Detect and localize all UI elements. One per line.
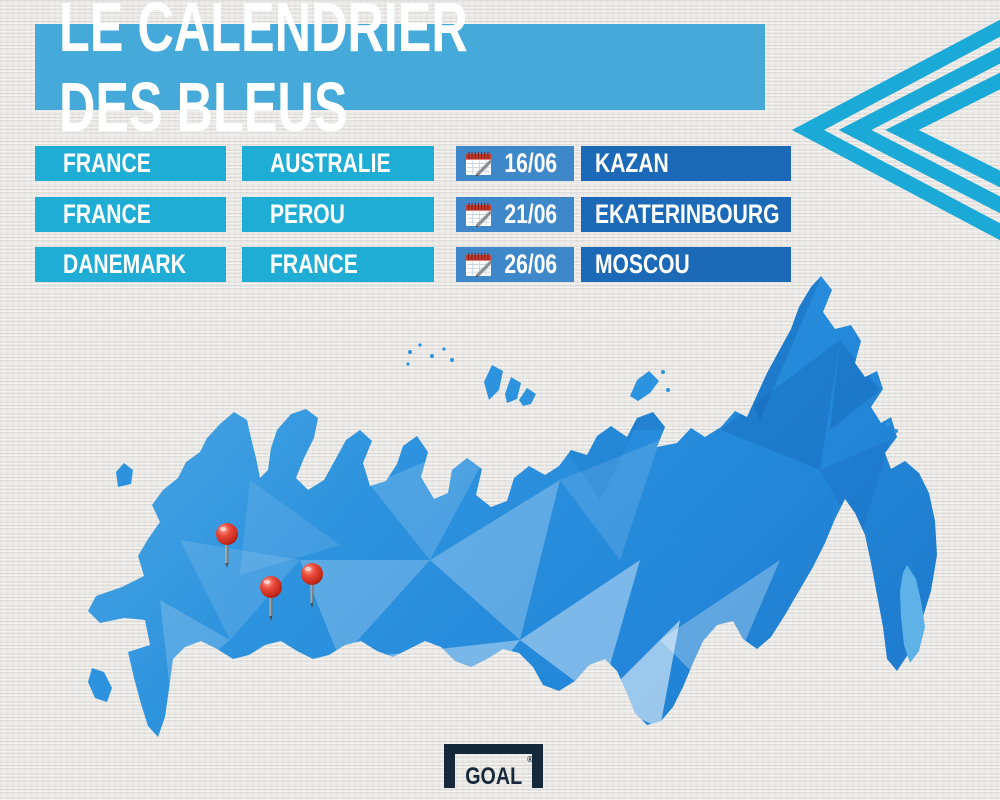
away-team-cell: AUSTRALIE [242,146,434,181]
calendar-icon [466,252,493,277]
calendar-icon [466,202,493,227]
date-cell: 26/06 [456,247,574,282]
away-team-cell: PEROU [242,197,434,232]
away-team-label: FRANCE [270,249,358,279]
home-team-cell: DANEMARK [35,247,226,282]
date-label: 26/06 [504,249,558,279]
away-team-cell: FRANCE [242,247,434,282]
date-cell: 16/06 [456,146,574,181]
title-banner: LE CALENDRIER DES BLEUS [35,0,765,146]
city-label: EKATERINBOURG [595,199,780,229]
city-cell: MOSCOU [581,247,791,282]
map-islands [88,343,925,702]
away-team-label: AUSTRALIE [270,148,391,178]
city-label: KAZAN [595,148,669,178]
goal-logo-text: GOAL [465,763,522,790]
map-pin-icon [216,523,238,568]
calendar-icon [466,151,493,176]
map-pin-icon [260,576,282,621]
goal-logo: GOAL ® [444,744,543,790]
chevron-arrows-icon [791,19,1000,241]
city-cell: EKATERINBOURG [581,197,791,232]
page-title: LE CALENDRIER DES BLEUS [59,0,468,146]
map-pin-icon [301,563,323,608]
russia-map [88,276,937,737]
home-team-cell: FRANCE [35,197,226,232]
home-team-label: FRANCE [63,199,151,229]
russia-mainland [88,276,937,737]
home-team-label: DANEMARK [63,249,186,279]
home-team-cell: FRANCE [35,146,226,181]
away-team-label: PEROU [270,199,345,229]
date-label: 16/06 [504,148,558,178]
date-label: 21/06 [504,199,558,229]
city-label: MOSCOU [595,249,690,279]
home-team-label: FRANCE [63,148,151,178]
city-cell: KAZAN [581,146,791,181]
registered-mark: ® [527,755,533,764]
date-cell: 21/06 [456,197,574,232]
